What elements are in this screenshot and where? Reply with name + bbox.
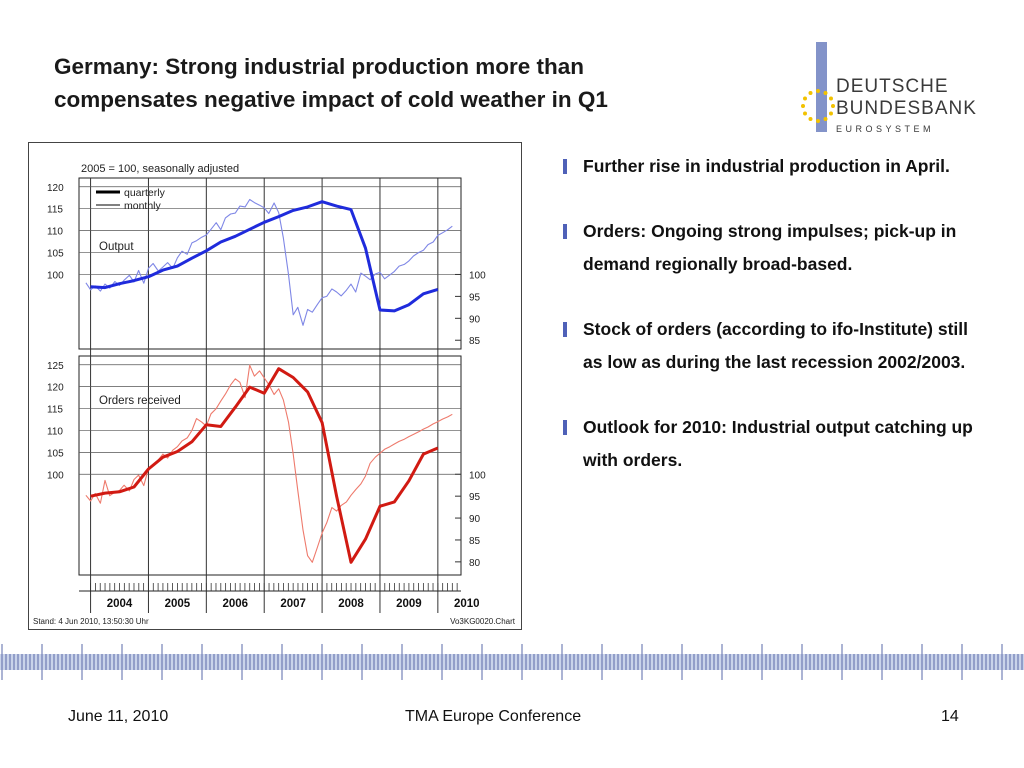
y-tick-label-right: 100: [469, 470, 486, 481]
y-tick-label-right: 95: [469, 292, 481, 303]
chart-footnote-right: Vo3KG0020.Chart: [450, 617, 516, 626]
y-tick-label-left: 115: [47, 405, 63, 416]
logo-star: [828, 96, 833, 101]
slide-title-line1: Germany: Strong industrial production mo…: [54, 54, 585, 79]
bullet-marker-icon: [563, 159, 567, 174]
y-tick-label-left: 100: [47, 270, 64, 281]
star-ring-icon: [801, 89, 835, 123]
bullet-text: Orders: Ongoing strong impulses; pick-up…: [583, 221, 957, 274]
chart-frame: 2005 = 100, seasonally adjusted 100 105 110…: [28, 142, 522, 630]
logo-star: [831, 104, 835, 108]
panel-label: Orders received: [99, 395, 181, 407]
bullet-item: Stock of orders (according to ifo-Instit…: [563, 313, 983, 379]
logo-line3: EUROSYSTEM: [836, 124, 935, 134]
bullet-marker-icon: [563, 322, 567, 337]
x-year-label: 2009: [396, 598, 422, 610]
y-tick-label-right: 95: [469, 492, 481, 503]
ruler-band: [0, 654, 1024, 670]
logo-line1: DEUTSCHE: [836, 76, 949, 97]
y-tick-label-left: 105: [47, 249, 64, 260]
x-year-label: 2010: [454, 598, 480, 610]
bundesbank-logo: DEUTSCHE BUNDESBANK EUROSYSTEM: [798, 42, 978, 138]
slide-title-line2: compensates negative impact of cold weat…: [54, 87, 608, 112]
industrial-chart: 2005 = 100, seasonally adjusted 100 105 110…: [33, 163, 516, 626]
logo-star: [803, 96, 808, 101]
logo-star: [808, 116, 813, 121]
logo-star: [816, 119, 820, 123]
x-year-label: 2008: [338, 598, 364, 610]
y-tick-label-right: 90: [469, 514, 481, 525]
y-tick-label-left: 110: [47, 227, 63, 238]
y-tick-label-right: 85: [469, 336, 481, 347]
y-tick-label-left: 120: [47, 383, 64, 394]
y-tick-label-left: 125: [47, 361, 64, 372]
bullet-list: Further rise in industrial production in…: [563, 150, 983, 509]
footer-date: June 11, 2010: [68, 708, 169, 725]
bullet-marker-icon: [563, 224, 567, 239]
footer-page-number: 14: [941, 708, 959, 725]
y-tick-label-left: 105: [47, 448, 64, 459]
y-tick-label-left: 120: [47, 183, 64, 194]
x-year-label: 2007: [280, 598, 306, 610]
logo-line2: BUNDESBANK: [836, 98, 977, 119]
x-year-label: 2006: [222, 598, 248, 610]
y-tick-label-right: 80: [469, 558, 481, 569]
y-tick-label-left: 115: [47, 205, 63, 216]
x-year-label: 2005: [165, 598, 191, 610]
y-tick-label-right: 85: [469, 536, 481, 547]
quarterly-series-line: [90, 367, 439, 564]
logo-star: [816, 89, 820, 93]
x-year-label: 2004: [107, 598, 133, 610]
bullet-marker-icon: [563, 420, 567, 435]
bullet-text: Outlook for 2010: Industrial output catc…: [583, 417, 973, 470]
bullet-text: Further rise in industrial production in…: [583, 156, 950, 176]
legend-quarterly-label: quarterly: [124, 187, 166, 199]
logo-star: [823, 91, 828, 96]
slide-title: Germany: Strong industrial production mo…: [54, 50, 774, 116]
logo-bar: [816, 42, 827, 132]
panel-frame: [78, 177, 462, 350]
logo-star: [803, 111, 808, 116]
monthly-series-line: [85, 198, 453, 326]
logo-star: [828, 111, 833, 116]
y-tick-label-right: 90: [469, 314, 481, 325]
bullet-item: Outlook for 2010: Industrial output catc…: [563, 411, 983, 477]
chart-footnote-left: Stand: 4 Jun 2010, 13:50:30 Uhr: [33, 617, 149, 626]
panel-frame: [78, 355, 462, 576]
logo-star: [808, 91, 813, 96]
quarterly-series-line: [90, 200, 439, 313]
bullet-text: Stock of orders (according to ifo-Instit…: [583, 319, 969, 372]
chart-subtitle: 2005 = 100, seasonally adjusted: [81, 163, 239, 175]
y-tick-label-right: 100: [469, 270, 486, 281]
panel-label: Output: [99, 241, 134, 253]
decorative-ruler: [0, 644, 1024, 680]
bullet-item: Further rise in industrial production in…: [563, 150, 983, 183]
y-tick-label-left: 100: [47, 470, 64, 481]
footer-conference: TMA Europe Conference: [405, 708, 582, 725]
logo-star: [801, 104, 805, 108]
y-tick-label-left: 110: [47, 426, 63, 437]
legend-monthly-label: monthly: [124, 200, 162, 212]
bullet-item: Orders: Ongoing strong impulses; pick-up…: [563, 215, 983, 281]
logo-star: [823, 116, 828, 121]
